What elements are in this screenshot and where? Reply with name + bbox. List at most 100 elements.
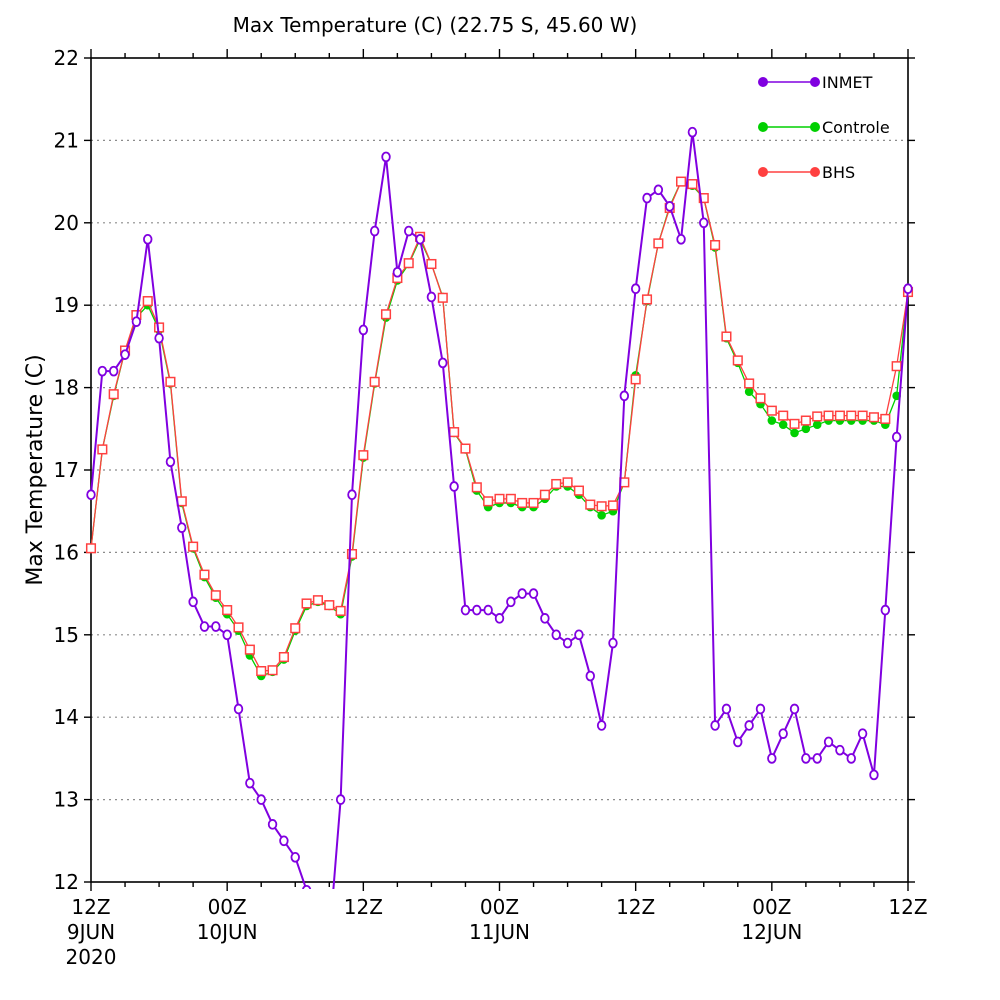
y-tick-label: 15 — [54, 623, 79, 647]
data-point — [562, 477, 573, 488]
y-tick-label: 17 — [54, 458, 79, 482]
data-point — [857, 728, 868, 739]
series-bhs — [85, 176, 914, 677]
x-tick-label: 12Z — [71, 895, 110, 919]
data-point — [97, 444, 108, 455]
legend-item-bhs: BHS — [758, 163, 855, 182]
data-point — [222, 629, 232, 641]
data-point — [290, 623, 301, 634]
data-point — [755, 393, 766, 404]
data-point — [539, 489, 550, 500]
data-point — [551, 478, 562, 490]
data-point — [506, 596, 516, 608]
x-tick-label: 00Z — [752, 895, 791, 919]
data-point — [177, 522, 187, 533]
series-line — [90, 180, 909, 677]
legend-marker — [758, 167, 768, 177]
data-point — [585, 499, 596, 510]
data-point — [471, 482, 482, 493]
x-tick-label: 9JUN — [67, 920, 115, 944]
data-point — [551, 629, 561, 641]
data-point — [789, 418, 800, 429]
y-tick-label: 16 — [54, 540, 79, 564]
data-point — [573, 485, 584, 496]
data-point — [562, 637, 573, 649]
data-point — [415, 233, 425, 245]
x-tick-label: 12Z — [344, 895, 383, 919]
x-tick-label: 12Z — [888, 895, 927, 919]
data-point — [596, 720, 607, 731]
y-tick-label: 12 — [54, 870, 79, 894]
data-point — [358, 450, 369, 461]
data-point — [846, 753, 856, 764]
data-point — [426, 291, 437, 303]
data-point — [790, 428, 799, 438]
data-point — [585, 670, 595, 682]
data-point — [733, 736, 743, 748]
y-tick-label: 20 — [54, 211, 79, 235]
data-point — [256, 666, 267, 677]
data-point — [641, 294, 653, 305]
legend-label: Controle — [822, 118, 890, 137]
data-point — [381, 151, 391, 163]
data-point — [653, 238, 664, 249]
data-point — [154, 332, 164, 344]
data-point — [290, 851, 300, 863]
data-point — [597, 511, 606, 520]
data-point — [596, 501, 607, 512]
data-point — [721, 703, 732, 715]
data-point — [642, 192, 652, 204]
data-point — [699, 217, 709, 229]
data-point — [199, 621, 210, 632]
data-point — [188, 541, 199, 552]
data-point — [812, 411, 823, 422]
data-point — [801, 424, 811, 434]
data-point — [687, 179, 698, 190]
data-point — [608, 637, 618, 649]
data-point — [142, 296, 153, 307]
legend-marker — [810, 167, 820, 177]
data-point — [528, 588, 539, 599]
data-point — [301, 598, 312, 609]
y-axis: 12 13 14 15 16 17 18 19 20 21 22 — [54, 46, 915, 894]
data-point — [165, 376, 176, 387]
data-point — [312, 595, 323, 606]
y-tick-label: 18 — [54, 376, 79, 400]
series-controle — [86, 177, 913, 681]
x-tick-label: 12JUN — [741, 920, 802, 944]
data-point — [347, 489, 357, 501]
y-tick-label: 21 — [54, 128, 79, 152]
data-point — [801, 753, 811, 764]
data-point — [199, 569, 210, 580]
data-point — [494, 493, 505, 504]
data-point — [449, 481, 459, 492]
data-point — [517, 497, 528, 509]
data-point — [767, 416, 777, 425]
data-point — [233, 703, 244, 715]
legend-marker — [758, 122, 768, 132]
data-point — [710, 239, 721, 251]
data-point — [755, 703, 766, 715]
data-point — [710, 720, 720, 731]
data-point — [438, 357, 448, 369]
data-point — [766, 405, 777, 416]
data-point — [278, 651, 289, 663]
data-point — [472, 604, 482, 616]
data-point — [324, 600, 335, 611]
x-tick-label: 00Z — [480, 895, 519, 919]
data-point — [369, 225, 380, 237]
data-point — [528, 497, 539, 509]
data-point — [437, 292, 448, 303]
data-point — [505, 493, 516, 504]
legend: INMET Controle BHS — [758, 73, 890, 182]
data-point — [85, 543, 97, 554]
data-point — [222, 605, 233, 616]
y-axis-label: Max Temperature (C) — [23, 354, 48, 585]
data-point — [517, 588, 527, 599]
data-point — [744, 387, 754, 397]
data-point — [211, 621, 221, 632]
data-point — [108, 365, 119, 377]
data-point — [267, 665, 278, 676]
